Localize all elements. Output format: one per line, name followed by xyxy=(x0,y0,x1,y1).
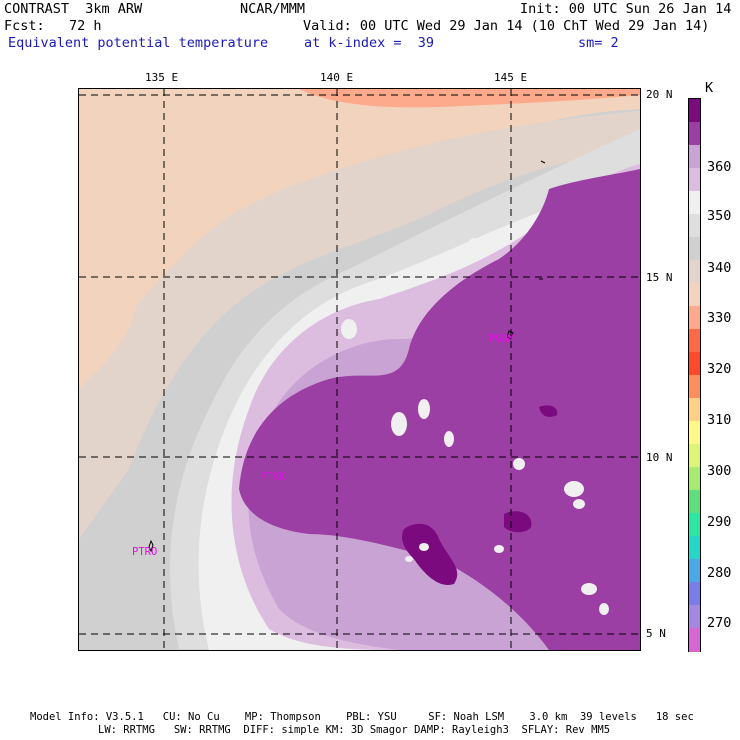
colorbar-label-330: 330 xyxy=(707,312,731,326)
lat-label-5n: 5 N xyxy=(646,628,666,639)
map-graticule xyxy=(79,89,640,650)
lat-label-20n: 20 N xyxy=(646,89,673,100)
colorbar-segment xyxy=(689,628,700,652)
colorbar-segment xyxy=(689,605,700,629)
colorbar-label-350: 350 xyxy=(707,210,731,224)
colorbar-segment xyxy=(689,536,700,560)
header-center-title: NCAR/MMM xyxy=(240,3,305,17)
island-northern-marianas xyxy=(541,161,545,163)
station-label-chuuk: PTKK xyxy=(260,472,285,483)
colorbar-label-340: 340 xyxy=(707,262,731,276)
header-valid-time: Valid: 00 UTC Wed 29 Jan 14 (10 ChT Wed … xyxy=(303,20,709,34)
colorbar-label-320: 320 xyxy=(707,363,731,377)
contour-map: PTRO PTKK PGUM xyxy=(78,88,641,651)
colorbar-segment xyxy=(689,191,700,215)
header-field-name: Equivalent potential temperature xyxy=(8,37,268,51)
colorbar-segment xyxy=(689,467,700,491)
colorbar-segment xyxy=(689,122,700,146)
colorbar-segment xyxy=(689,99,700,123)
colorbar-label-280: 280 xyxy=(707,567,731,581)
colorbar-segment xyxy=(689,214,700,238)
colorbar-label-360: 360 xyxy=(707,161,731,175)
colorbar-segment xyxy=(689,168,700,192)
colorbar-segment xyxy=(689,421,700,445)
lon-label-140e: 140 E xyxy=(320,72,353,83)
colorbar-segment xyxy=(689,260,700,284)
lat-label-10n: 10 N xyxy=(646,452,673,463)
colorbar-segment xyxy=(689,306,700,330)
colorbar-unit: K xyxy=(705,82,713,96)
footer-model-info: Model Info: V3.5.1 CU: No Cu MP: Thompso… xyxy=(30,712,694,723)
footer-physics-info: LW: RRTMG SW: RRTMG DIFF: simple KM: 3D … xyxy=(98,725,610,736)
colorbar-segment xyxy=(689,559,700,583)
station-label-palau: PTRO xyxy=(132,547,157,558)
colorbar-segment xyxy=(689,352,700,376)
header-smoothing: sm= 2 xyxy=(578,37,619,51)
header-model-title: CONTRAST 3km ARW xyxy=(4,3,142,17)
colorbar-label-270: 270 xyxy=(707,617,731,631)
lat-label-15n: 15 N xyxy=(646,272,673,283)
colorbar-label-310: 310 xyxy=(707,414,731,428)
colorbar-label-290: 290 xyxy=(707,516,731,530)
colorbar-segment xyxy=(689,283,700,307)
colorbar-segment xyxy=(689,329,700,353)
lon-label-145e: 145 E xyxy=(494,72,527,83)
colorbar-segment xyxy=(689,398,700,422)
colorbar-segment xyxy=(689,513,700,537)
colorbar-segment xyxy=(689,582,700,606)
header-level: at k-index = 39 xyxy=(304,37,434,51)
colorbar-segment xyxy=(689,145,700,169)
colorbar-segment xyxy=(689,375,700,399)
station-label-guam: PGUM xyxy=(489,334,514,345)
colorbar-segment xyxy=(689,490,700,514)
lon-label-135e: 135 E xyxy=(145,72,178,83)
colorbar-segment xyxy=(689,237,700,261)
header-forecast-hour: Fcst: 72 h xyxy=(4,20,102,34)
colorbar xyxy=(688,98,701,652)
colorbar-label-300: 300 xyxy=(707,465,731,479)
colorbar-segment xyxy=(689,444,700,468)
header-init-time: Init: 00 UTC Sun 26 Jan 14 xyxy=(520,3,731,17)
